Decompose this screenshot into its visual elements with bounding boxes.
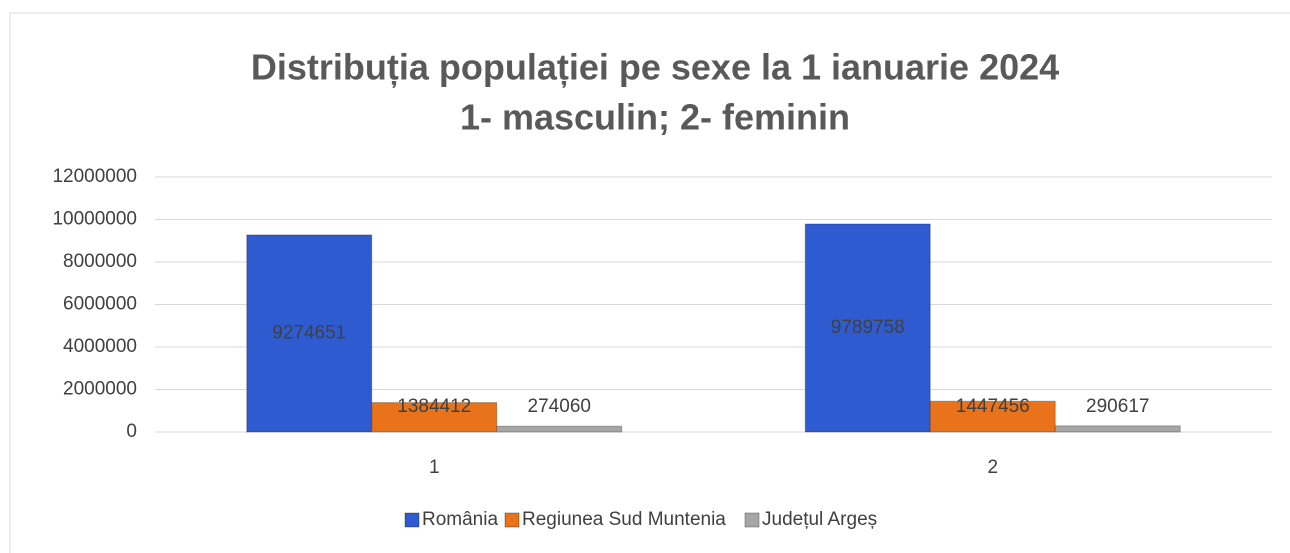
data-label: 9789758 <box>831 317 905 338</box>
data-label: 274060 <box>528 396 591 417</box>
y-tick-label: 0 <box>126 421 137 442</box>
legend-swatch <box>504 512 520 528</box>
chart-frame <box>9 12 1290 553</box>
bar <box>371 402 498 433</box>
bar <box>496 425 623 433</box>
y-tick-label: 6000000 <box>63 294 137 315</box>
x-tick-label: 1 <box>429 457 440 478</box>
data-label: 1384412 <box>397 396 471 417</box>
y-tick-label: 12000000 <box>52 166 137 187</box>
legend-label: Județul Argeș <box>762 509 877 530</box>
legend-label: Regiunea Sud Muntenia <box>522 509 726 530</box>
data-label: 1447456 <box>956 396 1030 417</box>
data-label: 290617 <box>1086 396 1149 417</box>
y-tick-label: 10000000 <box>52 209 137 230</box>
bar <box>1054 425 1181 433</box>
legend-swatch <box>404 512 420 528</box>
bar <box>929 400 1056 433</box>
y-tick-label: 8000000 <box>63 251 137 272</box>
y-tick-label: 2000000 <box>63 379 137 400</box>
bar <box>804 223 931 433</box>
y-tick-label: 4000000 <box>63 336 137 357</box>
chart-title: Distribuția populației pe sexe la 1 ianu… <box>251 47 1059 89</box>
data-label: 9274651 <box>272 322 346 343</box>
legend-swatch <box>744 512 760 528</box>
legend-label: România <box>422 509 498 530</box>
chart-subtitle: 1- masculin; 2- feminin <box>460 97 850 138</box>
bar <box>246 234 373 433</box>
x-tick-label: 2 <box>987 457 998 478</box>
